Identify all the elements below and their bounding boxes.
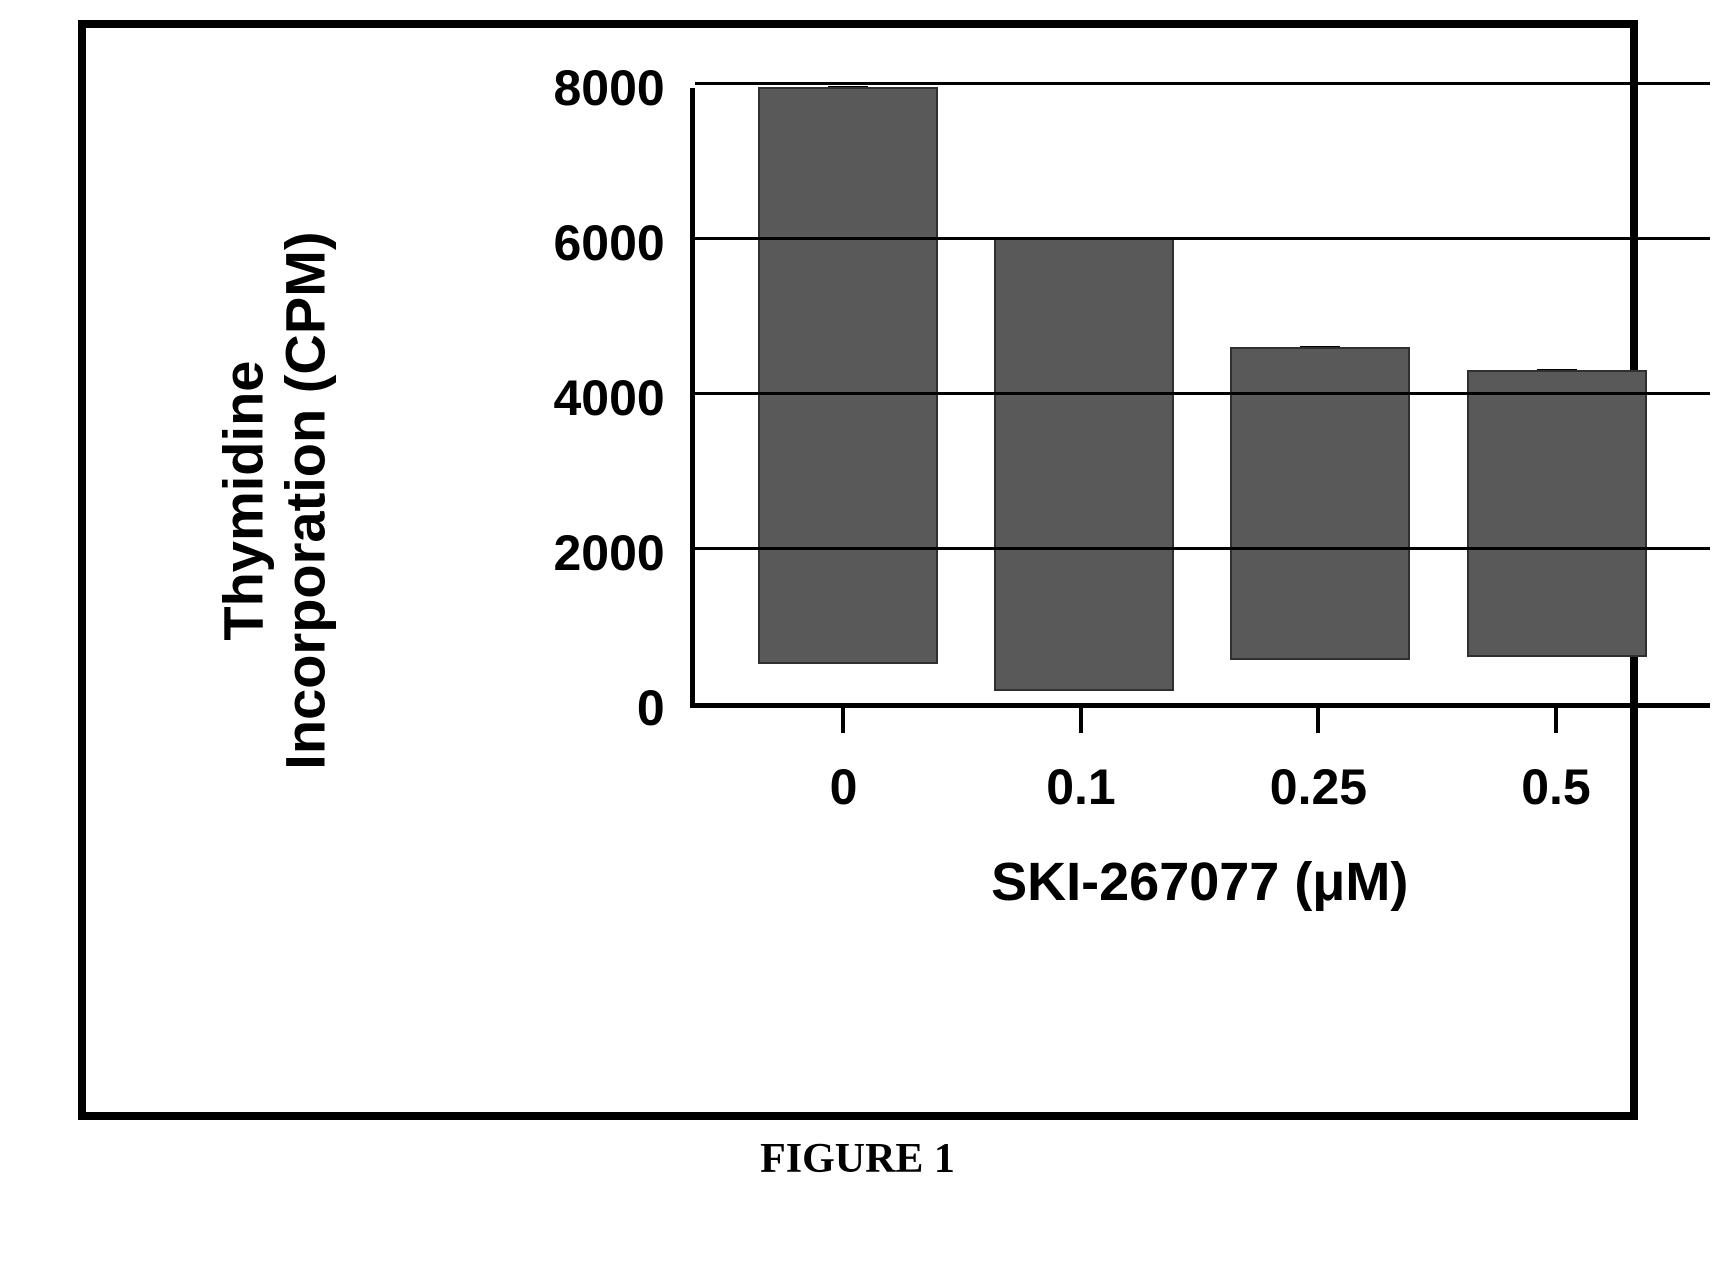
x-axis-label: 0.25 xyxy=(1228,758,1408,816)
gridline xyxy=(695,82,1710,85)
x-tick-mark xyxy=(841,708,845,733)
x-axis-labels: 0 0.1 0.25 0.5 xyxy=(690,758,1710,816)
figure-caption: FIGURE 1 xyxy=(760,1135,955,1183)
x-axis-label: 0 xyxy=(753,758,933,816)
bar xyxy=(1467,370,1647,657)
x-tick-mark xyxy=(1316,708,1320,733)
x-tick-mark xyxy=(1554,708,1558,733)
gridline xyxy=(695,547,1710,550)
figure-container: Thymidine Incorporation (CPM) 8000 6000 … xyxy=(20,20,1695,1252)
y-axis-ticks: 8000 6000 4000 2000 0 xyxy=(553,88,664,708)
bar-group xyxy=(1467,370,1647,703)
y-axis-label: Thymidine Incorporation (CPM) xyxy=(213,231,336,769)
x-ticks-row xyxy=(690,708,1710,738)
chart-frame: Thymidine Incorporation (CPM) 8000 6000 … xyxy=(78,20,1638,1120)
bars-container xyxy=(695,88,1710,703)
gridline xyxy=(695,392,1710,395)
plot-area xyxy=(690,88,1710,708)
gridline xyxy=(695,237,1710,240)
y-axis-label-line2: Incorporation (CPM) xyxy=(273,231,336,769)
bar-group xyxy=(1230,347,1410,704)
bar xyxy=(994,238,1174,691)
x-tick-mark xyxy=(1079,708,1083,733)
plot-wrapper: 0 0.1 0.25 0.5 SKI-267077 (μM) xyxy=(690,88,1710,913)
x-axis-title: SKI-267077 (μM) xyxy=(690,851,1710,913)
y-axis-label-line1: Thymidine xyxy=(212,360,275,640)
chart-area: Thymidine Incorporation (CPM) 8000 6000 … xyxy=(5,88,1709,913)
y-axis-label-container: Thymidine Incorporation (CPM) xyxy=(5,88,543,913)
bar-group xyxy=(994,238,1174,703)
bar xyxy=(758,87,938,664)
x-axis-label: 0.1 xyxy=(991,758,1171,816)
x-axis-label: 0.5 xyxy=(1466,758,1646,816)
